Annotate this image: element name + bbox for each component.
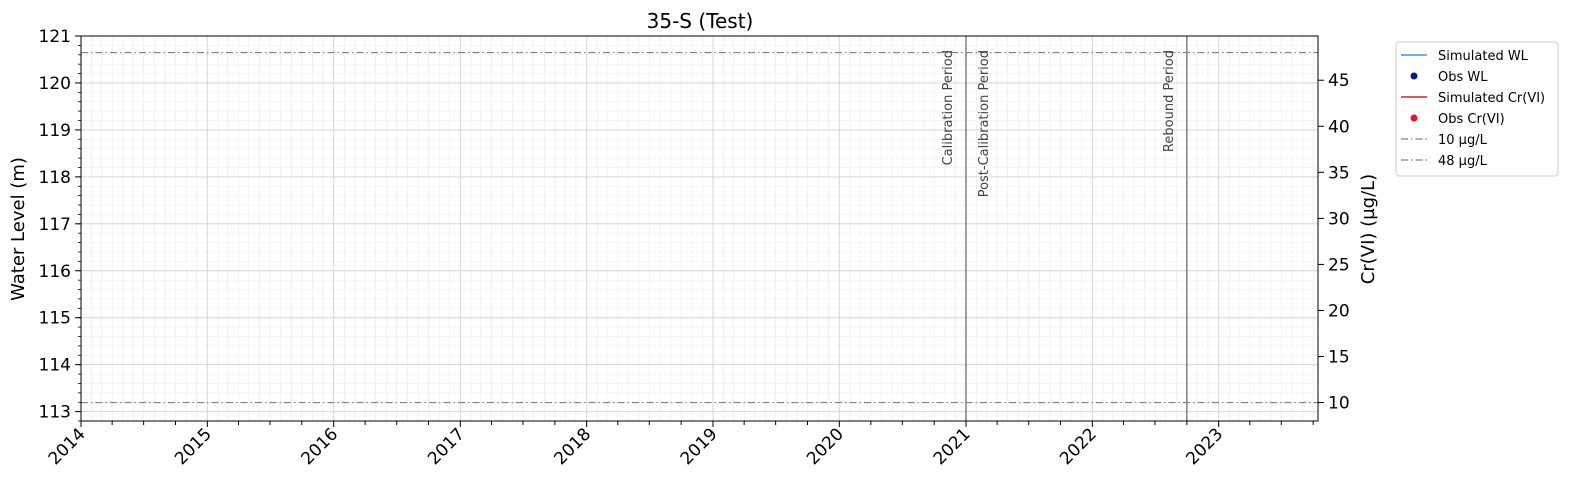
- y-tick-label: 116: [39, 262, 71, 282]
- legend-label: Obs Cr(VI): [1438, 112, 1505, 127]
- y2-tick-label: 20: [1328, 301, 1350, 321]
- y-axis-right: 10 15 20 25 30 35 40 45: [1318, 71, 1350, 414]
- y-tick-label: 113: [39, 403, 71, 423]
- chart-title: 35-S (Test): [647, 9, 754, 33]
- y-tick-label: 120: [39, 74, 71, 94]
- period-annotation: Post-Calibration Period: [977, 50, 992, 197]
- grid: [80, 35, 1318, 422]
- x-tick-label: 2019: [677, 424, 722, 469]
- reference-lines: [81, 51, 1318, 404]
- period-annotation: Calibration Period: [941, 50, 956, 165]
- legend-marker: [1410, 72, 1418, 80]
- y-tick-label: 114: [39, 356, 71, 376]
- y2-tick-label: 30: [1328, 209, 1350, 229]
- y-tick-label: 117: [39, 215, 71, 235]
- y2-tick-label: 45: [1328, 71, 1350, 91]
- y-axis-left: 113 114 115 116 117 118 119 120 121: [39, 27, 81, 423]
- x-tick-label: 2023: [1182, 424, 1227, 469]
- y-tick-label: 115: [39, 309, 71, 329]
- y2-axis-label: Cr(VI) (µg/L): [1358, 174, 1379, 284]
- legend: Simulated WL Obs WL Simulated Cr(VI) Obs Cr…: [1395, 41, 1559, 177]
- y2-tick-label: 15: [1328, 348, 1350, 368]
- y-axis-label: Water Level (m): [8, 157, 29, 301]
- period-annotation: Rebound Period: [1162, 50, 1177, 152]
- legend-box: [1395, 41, 1559, 177]
- plot-frame: [80, 35, 1319, 422]
- x-axis: 2014 2015 2016 2017 2018 2019 2020 2021 2022 2023: [45, 421, 1314, 469]
- x-tick-label: 2021: [930, 424, 975, 469]
- legend-label: Simulated Cr(VI): [1438, 91, 1545, 106]
- period-lines: Calibration Period Post-Calibration Perio…: [941, 36, 1188, 421]
- x-tick-label: 2014: [45, 424, 90, 469]
- y2-tick-label: 35: [1328, 163, 1350, 183]
- y2-tick-label: 40: [1328, 117, 1350, 137]
- legend-label: Simulated WL: [1438, 49, 1529, 64]
- y-tick-label: 118: [39, 168, 71, 188]
- x-tick-label: 2018: [550, 424, 595, 469]
- y2-tick-label: 25: [1328, 255, 1350, 275]
- x-tick-label: 2015: [171, 424, 216, 469]
- x-tick-label: 2016: [297, 424, 342, 469]
- y-tick-label: 119: [39, 121, 71, 141]
- y-tick-label: 121: [39, 27, 71, 47]
- y2-tick-label: 10: [1328, 394, 1350, 414]
- legend-label: 10 µg/L: [1438, 133, 1488, 148]
- x-tick-label: 2022: [1056, 424, 1101, 469]
- x-tick-label: 2017: [424, 424, 469, 469]
- legend-marker: [1410, 114, 1418, 122]
- x-tick-label: 2020: [803, 424, 848, 469]
- legend-label: 48 µg/L: [1438, 154, 1488, 169]
- legend-label: Obs WL: [1438, 70, 1488, 85]
